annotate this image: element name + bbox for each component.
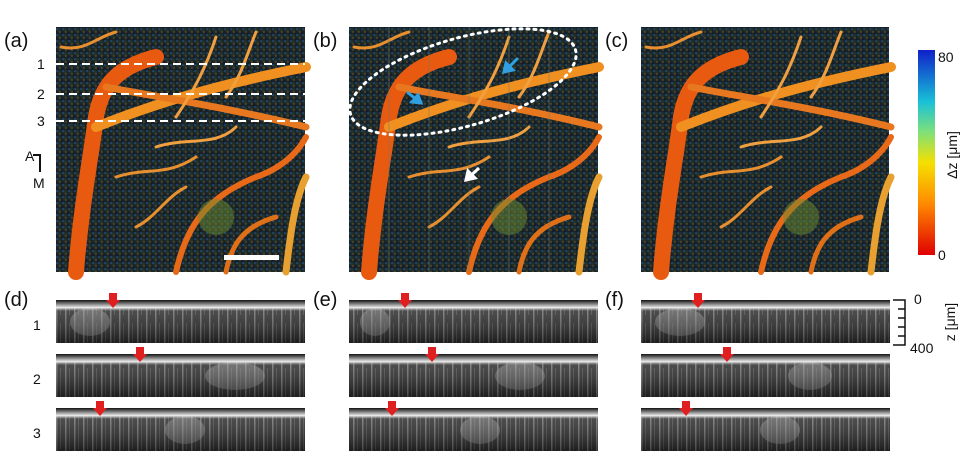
colorbar-label: Δz [μm]: [944, 131, 960, 179]
page: {"panels": {"top": ["(a)", "(b)", "(c)"]…: [0, 0, 965, 461]
panel-label: (d): [4, 289, 28, 311]
depth-bottom: 400: [910, 340, 934, 356]
row-label: 3: [33, 425, 41, 441]
bscan-surface: [349, 354, 598, 397]
depth-top: 0: [914, 291, 922, 307]
colorbar-min: 0: [938, 247, 946, 263]
row-label: 2: [33, 371, 41, 387]
line-label: 3: [37, 113, 45, 129]
line-label: 1: [37, 56, 45, 72]
row-label: 1: [33, 317, 41, 333]
line-label: 2: [37, 86, 45, 102]
bscan-surface: [641, 408, 890, 451]
panel-c: [641, 27, 891, 272]
depth-scale: [893, 300, 905, 345]
colorbar: [918, 50, 935, 255]
panel-label: (b): [313, 30, 337, 52]
bscan-surface: [349, 300, 598, 343]
orientation-label: M: [33, 175, 45, 191]
panel-b: [349, 27, 599, 272]
depth-label: z [μm]: [942, 303, 958, 341]
figure: (a) (b) (c) 1 2 3 A M 80 0 Δz [μm] (d) (…: [0, 0, 965, 456]
panel-label: (c): [605, 30, 628, 52]
bscan-surface: [56, 408, 305, 451]
panel-label: (a): [4, 30, 28, 52]
panel-label: (f): [605, 289, 624, 311]
panel-label: (e): [313, 289, 337, 311]
bscans: [56, 293, 890, 451]
bscan-surface: [349, 408, 598, 451]
bscan-surface: [56, 300, 305, 343]
bscan-surface: [641, 354, 890, 397]
colorbar-max: 80: [938, 49, 954, 65]
bscan-surface: [641, 300, 890, 343]
bscan-surface: [56, 354, 305, 397]
